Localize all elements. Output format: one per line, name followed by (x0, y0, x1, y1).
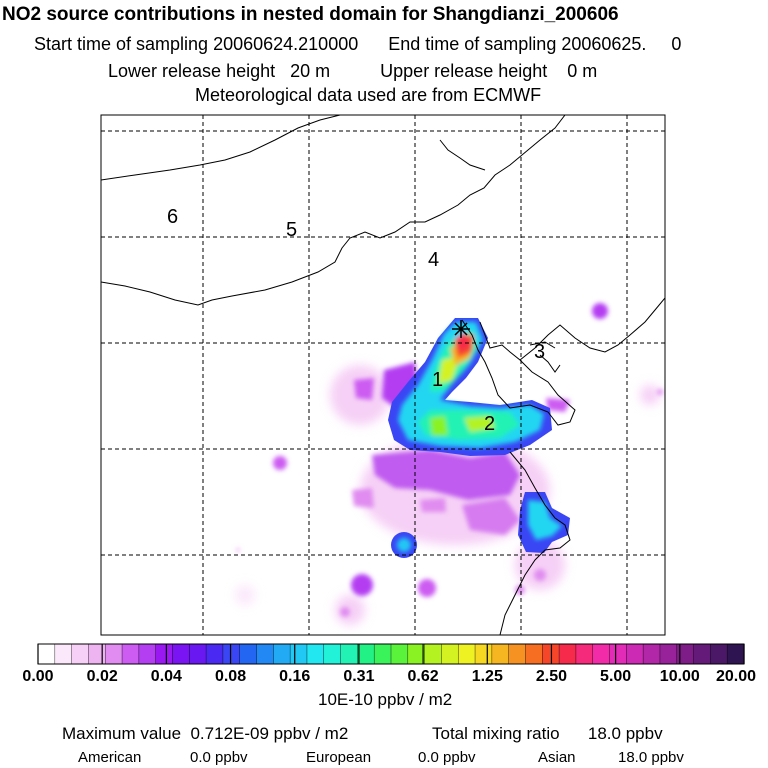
upper-release-height: Upper release height 0 m (380, 61, 598, 81)
colorbar-swatch (626, 644, 644, 664)
colorbar-swatch (239, 644, 258, 664)
colorbar-tick-label: 10.00 (659, 668, 700, 685)
maximum-value: Maximum value 0.712E-09 ppbv / m2 (62, 724, 349, 743)
colorbar-swatch (575, 644, 594, 664)
end-time: End time of sampling 20060625. 0 (388, 34, 682, 54)
colorbar-tick-label: 5.00 (600, 668, 632, 685)
colorbar-swatch (525, 644, 543, 664)
coastline (101, 115, 665, 635)
colorbar-tick-label: 0.00 (22, 668, 54, 685)
colorbar-swatch (256, 644, 274, 664)
asian-label: Asian (538, 749, 576, 766)
colorbar-swatch (559, 644, 577, 664)
colorbar-swatch (676, 644, 695, 664)
map-frame (100, 114, 666, 636)
colorbar-swatch (407, 644, 426, 664)
colorbar-swatch (306, 644, 325, 664)
colorbar-swatch (643, 644, 661, 664)
colorbar-swatch (323, 644, 342, 664)
colorbar-swatch (391, 644, 409, 664)
colorbar-swatch (222, 644, 241, 664)
plume-mid-zones (397, 322, 562, 552)
ring-label-1: 1 (432, 369, 443, 391)
colorbar-swatch (592, 644, 611, 664)
colorbar-swatch (122, 644, 140, 664)
colorbar-swatch (206, 644, 224, 664)
colorbar-tick-label: 2.50 (535, 668, 568, 685)
colorbar-swatch (340, 644, 358, 664)
colorbar-swatch (38, 644, 56, 664)
american-label: American (78, 749, 142, 766)
colorbar-swatch (172, 644, 190, 664)
colorbar-swatch (105, 644, 123, 664)
star-icon (452, 320, 470, 338)
colorbar-swatch (441, 644, 459, 664)
colorbar-swatch (693, 644, 711, 664)
ring-label-6: 6 (167, 206, 178, 228)
colorbar (37, 643, 745, 665)
asian-value: 18.0 ppbv (618, 749, 684, 766)
sampling-times: Start time of sampling 20060624.210000 E… (34, 33, 681, 55)
american-value: 0.0 ppbv (190, 749, 248, 766)
colorbar-tick-label: 0.08 (214, 668, 247, 685)
ring-label-2: 2 (484, 413, 495, 435)
colorbar-swatch (475, 644, 493, 664)
colorbar-swatch (290, 644, 308, 664)
release-heights: Lower release height 20 m Upper release … (108, 60, 597, 82)
european-value: 0.0 ppbv (418, 749, 476, 766)
european-label: European (306, 749, 372, 766)
colorbar-swatch (491, 644, 510, 664)
colorbar-swatch (357, 644, 375, 664)
colorbar-swatch (189, 644, 207, 664)
ring-label-5: 5 (286, 219, 297, 241)
colorbar-tick-label: 0.31 (343, 668, 375, 685)
met-data-source: Meteorological data used are from ECMWF (195, 85, 542, 105)
colorbar-swatch (155, 644, 174, 664)
ring-labels: 1 2 3 4 5 6 (167, 206, 545, 435)
lower-release-height: Lower release height 20 m (108, 61, 331, 81)
colorbar-swatch (374, 644, 392, 664)
colorbar-tick-label: 0.62 (407, 668, 439, 685)
colorbar-swatch (710, 644, 728, 664)
colorbar-tick-label: 0.02 (86, 668, 118, 685)
colorbar-tick-label: 20.00 (715, 668, 757, 685)
total-mixing-ratio: Total mixing ratio 18.0 ppbv (432, 724, 663, 743)
colorbar-units: 10E-10 ppbv / m2 (318, 690, 453, 709)
colorbar-swatch (71, 644, 90, 664)
grid-lines (101, 115, 665, 635)
ring-label-3: 3 (534, 341, 545, 363)
colorbar-tick-label: 0.04 (150, 668, 182, 685)
colorbar-swatch (273, 644, 291, 664)
ring-label-4: 4 (428, 249, 439, 271)
colorbar-swatch (659, 644, 678, 664)
colorbar-swatch (54, 644, 73, 664)
colorbar-swatch (727, 644, 745, 664)
colorbar-swatch (458, 644, 476, 664)
concentration-field: 1 2 3 4 5 6 (101, 115, 665, 635)
colorbar-tick-label: 1.25 (471, 668, 503, 685)
colorbar-swatch (508, 644, 527, 664)
colorbar-tick-label: 0.16 (279, 668, 311, 685)
colorbar-swatch (424, 644, 443, 664)
colorbar-swatch (88, 644, 106, 664)
colorbar-swatch (138, 644, 157, 664)
start-time: Start time of sampling 20060624.210000 (34, 34, 359, 54)
colorbar-swatch (609, 644, 627, 664)
low-contribution-patches (236, 303, 663, 617)
plot-title: NO2 source contributions in nested domai… (2, 4, 619, 25)
